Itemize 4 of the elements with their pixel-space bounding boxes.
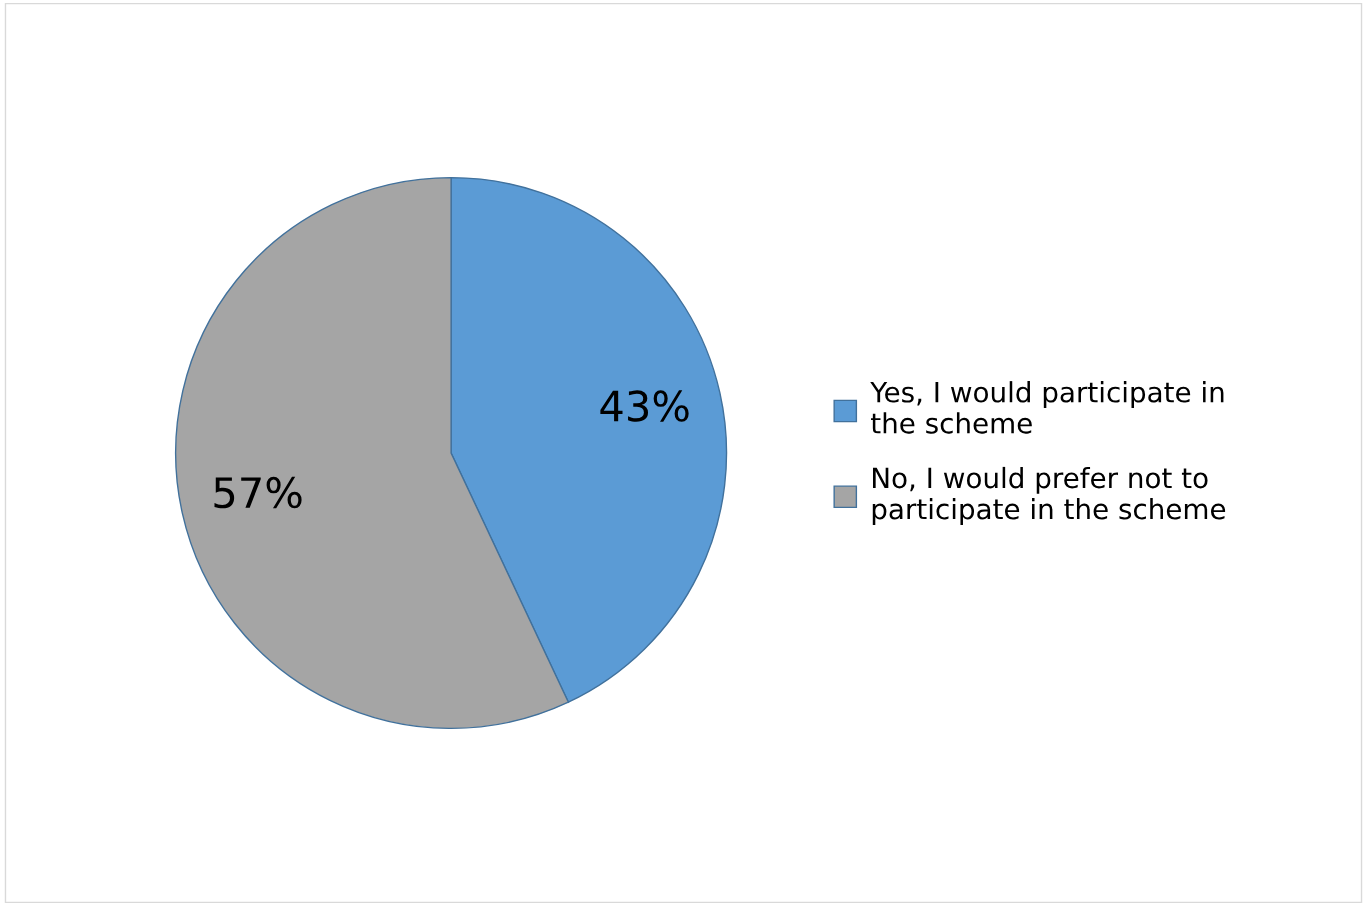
legend-label: No, I would prefer not to participate in the scheme	[872, 466, 1226, 525]
legend-label: Yes, I would participate in the scheme	[870, 381, 1224, 434]
data-label: 43%	[600, 390, 689, 422]
data-label: 57%	[214, 476, 302, 509]
